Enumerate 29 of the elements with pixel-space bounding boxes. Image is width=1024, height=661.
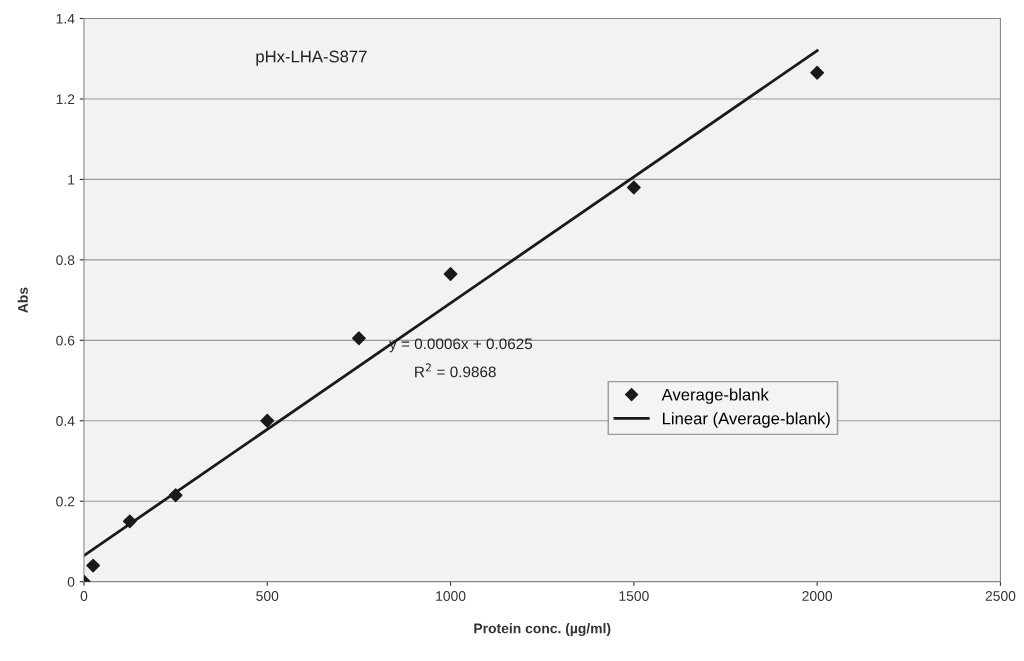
x-tick-label: 1500 [619,591,649,601]
point [810,65,825,80]
y-tick-label: 0.4 [56,416,75,426]
y-tick-label: 0 [67,577,75,587]
annotation: y = 0.0006x + 0.0625 [389,338,533,353]
point [168,488,183,503]
y-axis-title: Abs [17,287,28,313]
y-tick-label: 1.2 [56,94,75,104]
x-tick-label: 500 [256,591,279,601]
y-tick-label: 0.8 [56,255,75,266]
annotation: R$^{2}$ = 0.9868 [415,363,496,378]
y-tick-label: 1.4 [56,13,75,24]
x-tick-label: 2500 [985,591,1016,601]
y-tick-label: 0.6 [56,335,75,346]
point [122,514,137,529]
x-tick-label: 1000 [436,591,466,601]
point [352,331,366,346]
legend-label: Average-blank [661,388,769,404]
x-tick-label: 0 [80,591,88,601]
point [626,180,641,195]
x-axis-title: Protein conc. (µg/ml) [474,623,611,637]
y-tick-label: 1 [68,174,75,185]
x-tick-label: 2000 [802,591,833,601]
text: pHx-LHA-S877 [256,50,367,66]
legend-label: Linear (Average-blank) [662,412,830,428]
point [86,558,101,573]
point [443,267,458,281]
point [260,413,275,428]
y-tick-label: 0.2 [56,496,75,507]
